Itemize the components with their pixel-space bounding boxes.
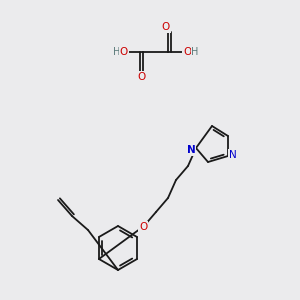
Text: O: O — [183, 47, 191, 57]
Text: O: O — [120, 47, 128, 57]
Text: N: N — [229, 150, 237, 160]
Text: O: O — [137, 72, 145, 82]
Text: H: H — [113, 47, 121, 57]
Text: O: O — [139, 222, 147, 232]
Text: N: N — [187, 145, 195, 155]
Text: H: H — [191, 47, 199, 57]
Text: O: O — [162, 22, 170, 32]
